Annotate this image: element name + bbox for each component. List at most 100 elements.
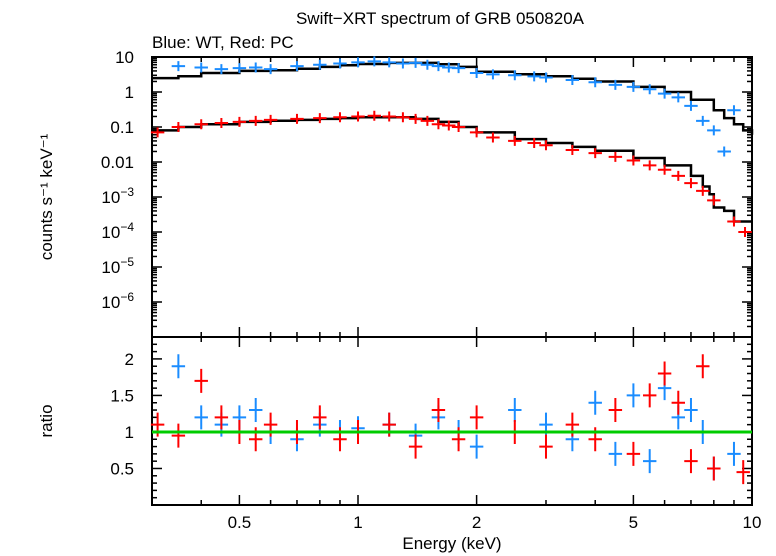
ratio-point-wt <box>171 354 186 379</box>
data-point-pc <box>626 155 641 166</box>
data-point-wt <box>232 63 247 74</box>
data-point-wt <box>626 81 641 92</box>
chart-title: Swift−XRT spectrum of GRB 050820A <box>296 9 585 28</box>
ratio-point-wt <box>249 398 263 423</box>
y-tick-label: 0.01 <box>101 153 134 172</box>
data-point-wt <box>290 61 304 72</box>
bottom-panel: 0.5 1 2 5 10 0.5 1 1.5 2 <box>110 336 761 532</box>
data-point-pc <box>738 227 752 237</box>
y-tick-label: 1 <box>125 423 134 442</box>
ratio-point-wt <box>588 390 602 415</box>
data-point-wt <box>263 64 278 75</box>
data-point-pc <box>431 119 446 130</box>
data-point-wt <box>382 57 396 68</box>
bottom-panel-ticks: 0.5 1 2 5 10 0.5 1 1.5 2 <box>110 337 761 532</box>
chart-subtitle: Blue: WT, Red: PC <box>152 33 294 52</box>
data-point-pc <box>194 119 208 130</box>
ratio-point-pc <box>657 361 672 386</box>
ratio-point-pc <box>642 383 657 408</box>
data-point-pc <box>727 216 741 227</box>
bottom-panel-frame <box>151 336 753 506</box>
ratio-point-pc <box>684 449 698 474</box>
y-axis-label-bottom: ratio <box>37 404 56 437</box>
ratio-point-wt <box>684 398 698 423</box>
data-point-pc <box>232 116 247 127</box>
top-panel-frame <box>151 56 753 338</box>
top-panel: 10 1 0.1 0.01 10−3 10−4 10−5 10−6 <box>101 48 754 338</box>
data-point-pc <box>396 112 410 123</box>
x-tick-label: 1 <box>353 513 362 532</box>
ratio-point-pc <box>696 354 710 379</box>
y-tick-label: 10−3 <box>101 185 134 207</box>
data-point-wt <box>642 84 657 95</box>
data-point-pc <box>588 148 602 159</box>
data-point-pc <box>382 111 396 122</box>
data-point-pc <box>351 111 365 122</box>
ratio-point-wt <box>508 398 522 423</box>
data-point-pc <box>508 135 522 146</box>
data-point-wt <box>431 61 446 72</box>
data-point-pc <box>486 132 500 143</box>
data-point-wt <box>367 56 382 67</box>
data-point-pc <box>684 178 698 189</box>
data-point-pc <box>696 185 710 196</box>
data-point-wt <box>171 61 186 72</box>
ratio-point-pc <box>736 460 750 485</box>
y-tick-label: 10−4 <box>101 220 134 242</box>
data-point-wt <box>249 62 263 73</box>
ratio-point-wt <box>642 449 657 474</box>
data-point-pc <box>313 113 327 124</box>
data-point-pc <box>263 114 278 125</box>
ratio-point-pc <box>408 434 423 459</box>
data-point-wt <box>684 100 698 111</box>
ratio-point-pc <box>671 390 686 415</box>
y-tick-label: 2 <box>125 350 134 369</box>
data-point-pc <box>642 160 657 171</box>
y-tick-label: 10−5 <box>101 255 134 277</box>
data-point-wt <box>717 146 731 157</box>
data-point-wt <box>194 62 208 73</box>
data-point-wt <box>565 75 580 86</box>
ratio-point-wt <box>469 434 484 459</box>
data-point-pc <box>171 122 186 132</box>
data-point-wt <box>508 70 522 81</box>
y-tick-label: 0.5 <box>110 459 134 478</box>
data-point-pc <box>527 137 541 148</box>
ratio-point-pc <box>707 456 721 481</box>
data-point-pc <box>608 151 623 162</box>
data-point-pc <box>150 127 165 138</box>
bottom-panel-series <box>150 354 752 485</box>
data-point-wt <box>707 125 721 136</box>
data-point-wt <box>588 77 602 88</box>
data-point-wt <box>608 79 623 90</box>
data-point-wt <box>420 59 435 70</box>
data-point-pc <box>671 170 686 181</box>
y-tick-label: 10 <box>115 48 134 67</box>
x-axis-label: Energy (keV) <box>402 534 501 553</box>
ratio-point-wt <box>626 383 641 408</box>
data-point-pc <box>214 118 229 129</box>
data-point-pc <box>249 115 263 126</box>
data-point-wt <box>696 115 710 126</box>
ratio-point-pc <box>171 423 186 448</box>
data-point-wt <box>396 58 410 69</box>
data-point-wt <box>486 69 500 80</box>
data-point-pc <box>469 127 484 138</box>
ratio-point-pc <box>539 434 553 459</box>
data-point-pc <box>408 113 423 124</box>
data-point-pc <box>333 112 347 123</box>
ratio-point-pc <box>313 405 327 430</box>
data-point-pc <box>657 164 672 175</box>
data-point-wt <box>408 57 423 68</box>
y-tick-label: 1 <box>125 83 134 102</box>
x-tick-label: 0.5 <box>228 513 252 532</box>
ratio-point-pc <box>194 368 208 393</box>
data-point-wt <box>539 72 553 83</box>
data-point-wt <box>469 67 484 78</box>
y-tick-label: 1.5 <box>110 386 134 405</box>
data-point-pc <box>290 113 304 124</box>
data-point-pc <box>539 140 553 151</box>
data-point-wt <box>527 71 541 82</box>
x-tick-label: 10 <box>743 513 762 532</box>
